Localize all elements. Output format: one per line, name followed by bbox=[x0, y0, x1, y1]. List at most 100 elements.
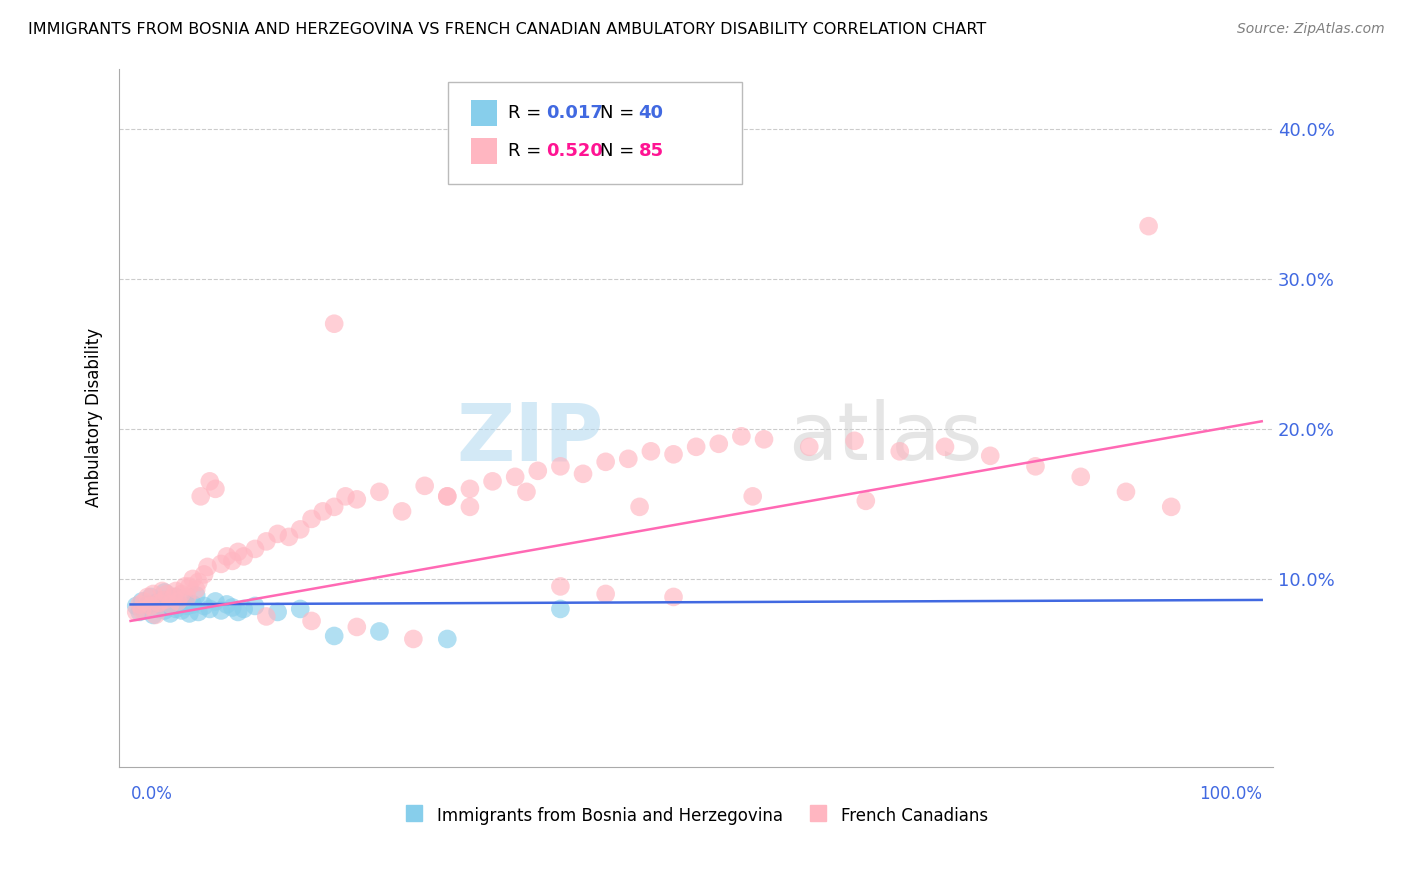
Point bbox=[436, 632, 458, 646]
Text: atlas: atlas bbox=[789, 400, 983, 477]
Point bbox=[515, 484, 537, 499]
Point bbox=[145, 607, 167, 622]
Point bbox=[290, 522, 312, 536]
Text: Source: ZipAtlas.com: Source: ZipAtlas.com bbox=[1237, 22, 1385, 37]
Point bbox=[232, 549, 254, 564]
Point bbox=[128, 598, 150, 612]
Point bbox=[134, 603, 156, 617]
Text: N =: N = bbox=[600, 142, 640, 160]
Point bbox=[243, 541, 266, 556]
Point bbox=[136, 590, 159, 604]
Text: 0.017: 0.017 bbox=[546, 104, 603, 122]
Point bbox=[595, 455, 617, 469]
Point bbox=[413, 479, 436, 493]
Text: R =: R = bbox=[508, 104, 547, 122]
Point bbox=[136, 598, 159, 612]
Point bbox=[226, 545, 249, 559]
Point bbox=[346, 620, 368, 634]
Point bbox=[131, 594, 153, 608]
Point bbox=[323, 500, 346, 514]
Point bbox=[197, 560, 219, 574]
FancyBboxPatch shape bbox=[471, 137, 496, 164]
Point bbox=[170, 603, 193, 617]
Point bbox=[179, 607, 201, 621]
Point bbox=[159, 598, 181, 612]
Point bbox=[156, 598, 179, 612]
Point bbox=[844, 434, 866, 448]
Point bbox=[198, 602, 221, 616]
Point bbox=[481, 475, 503, 489]
Point bbox=[142, 607, 165, 622]
Point bbox=[190, 489, 212, 503]
Point bbox=[125, 605, 148, 619]
Text: 0.0%: 0.0% bbox=[131, 785, 173, 803]
Point bbox=[193, 567, 215, 582]
Text: R =: R = bbox=[508, 142, 547, 160]
Point bbox=[730, 429, 752, 443]
Point bbox=[179, 579, 201, 593]
Point bbox=[221, 600, 243, 615]
Point bbox=[436, 489, 458, 503]
Point bbox=[254, 534, 277, 549]
Point bbox=[979, 449, 1001, 463]
Point bbox=[312, 504, 335, 518]
Point bbox=[153, 593, 176, 607]
Point bbox=[204, 594, 226, 608]
Point bbox=[1115, 484, 1137, 499]
Point bbox=[243, 599, 266, 613]
Point bbox=[662, 447, 685, 461]
Point bbox=[198, 475, 221, 489]
Point bbox=[150, 593, 173, 607]
Point bbox=[186, 589, 208, 603]
Point bbox=[1070, 470, 1092, 484]
Point bbox=[181, 572, 204, 586]
Point bbox=[572, 467, 595, 481]
Point bbox=[799, 440, 821, 454]
Point bbox=[145, 596, 167, 610]
Point bbox=[368, 484, 391, 499]
Point bbox=[125, 599, 148, 613]
Text: 100.0%: 100.0% bbox=[1199, 785, 1261, 803]
Point bbox=[458, 482, 481, 496]
Point bbox=[301, 614, 323, 628]
Point bbox=[167, 598, 190, 612]
Point bbox=[436, 489, 458, 503]
Point bbox=[595, 587, 617, 601]
Point bbox=[685, 440, 707, 454]
Text: 40: 40 bbox=[638, 104, 664, 122]
Point bbox=[159, 607, 181, 621]
Point bbox=[176, 590, 198, 604]
Text: IMMIGRANTS FROM BOSNIA AND HERZEGOVINA VS FRENCH CANADIAN AMBULATORY DISABILITY : IMMIGRANTS FROM BOSNIA AND HERZEGOVINA V… bbox=[28, 22, 987, 37]
Point bbox=[156, 587, 179, 601]
Point bbox=[142, 587, 165, 601]
Point bbox=[1137, 219, 1160, 234]
Point bbox=[290, 602, 312, 616]
Point bbox=[128, 605, 150, 619]
Point bbox=[550, 602, 572, 616]
Point bbox=[526, 464, 548, 478]
Point bbox=[889, 444, 911, 458]
Point bbox=[139, 590, 162, 604]
Point bbox=[181, 598, 204, 612]
Point bbox=[153, 585, 176, 599]
Point bbox=[503, 470, 526, 484]
Point bbox=[934, 440, 956, 454]
Point bbox=[232, 602, 254, 616]
Point bbox=[165, 590, 187, 604]
Point bbox=[323, 629, 346, 643]
Legend: Immigrants from Bosnia and Herzegovina, French Canadians: Immigrants from Bosnia and Herzegovina, … bbox=[404, 806, 988, 824]
Point bbox=[215, 598, 238, 612]
Point bbox=[1160, 500, 1182, 514]
Point bbox=[550, 459, 572, 474]
Point bbox=[855, 493, 877, 508]
FancyBboxPatch shape bbox=[449, 82, 742, 184]
Text: ZIP: ZIP bbox=[457, 400, 603, 477]
Point bbox=[221, 554, 243, 568]
Point bbox=[335, 489, 357, 503]
Point bbox=[150, 583, 173, 598]
Point bbox=[226, 605, 249, 619]
Point bbox=[165, 602, 187, 616]
Point bbox=[402, 632, 425, 646]
Point bbox=[131, 603, 153, 617]
Point bbox=[170, 587, 193, 601]
